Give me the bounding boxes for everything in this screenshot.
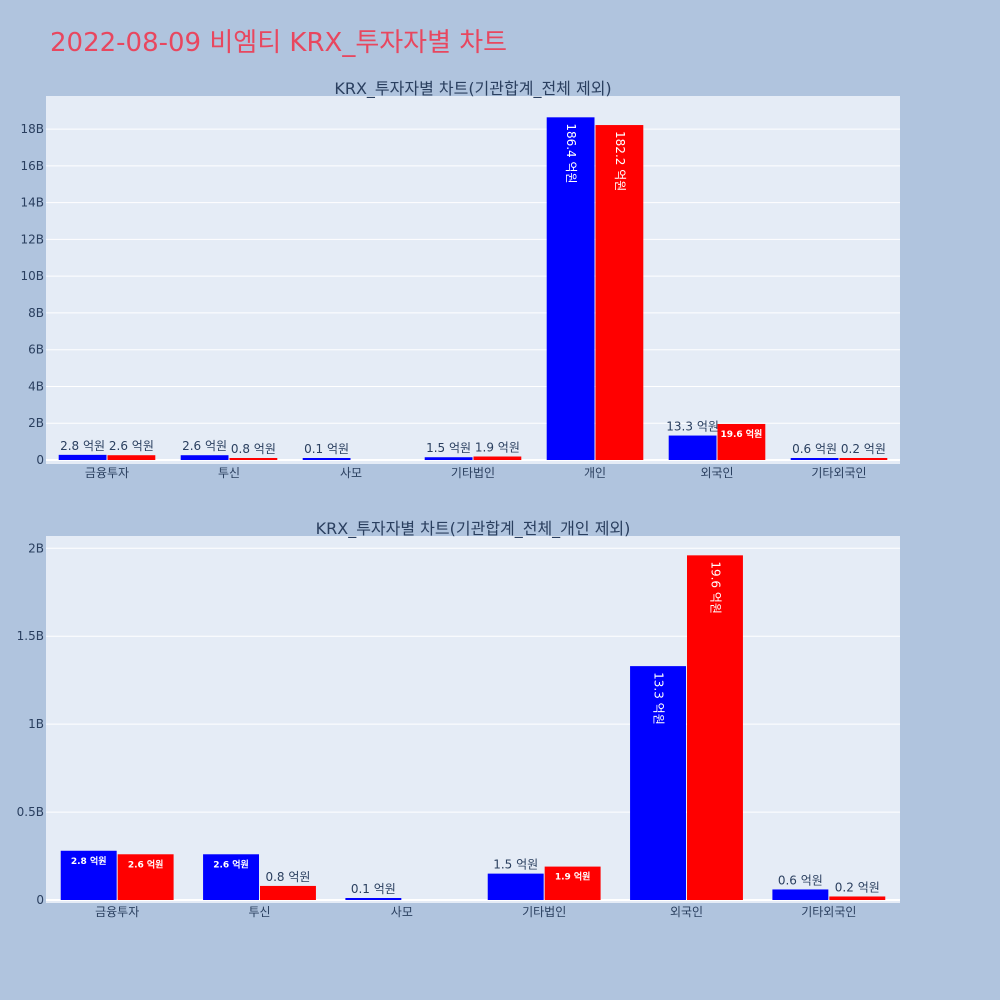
y-tick-label: 0 (36, 893, 44, 907)
bar (302, 458, 351, 460)
bar-value-label: 1.9 억원 (555, 871, 591, 883)
bar-value-label: 0.6 억원 (778, 873, 823, 887)
x-tick-label: 기타외국인 (811, 466, 866, 480)
y-tick-label: 16B (20, 159, 44, 173)
x-tick-label: 기타법인 (522, 905, 566, 919)
bar (546, 117, 595, 460)
bar (180, 455, 229, 460)
bar (117, 854, 174, 900)
bar-value-label: 0.1 억원 (351, 882, 396, 896)
y-tick-label: 8B (28, 306, 44, 320)
bar (260, 885, 316, 900)
chart-panel-2: 0 0.5B 1B 1.5B 2B KRX_투자자별 차트(기관합계_전체_개인 제외) 금… (17, 519, 900, 919)
bar (630, 666, 686, 900)
bar (60, 850, 117, 900)
x-tick-label: 기타외국인 (801, 905, 856, 919)
bar-value-label: 2.8 억원 (60, 439, 105, 453)
bar (668, 435, 717, 460)
x-tick-label: 개인 (584, 466, 606, 480)
bar-value-label: 2.6 억원 (109, 439, 154, 453)
x-tick-label: 사모 (391, 905, 413, 919)
bar (345, 898, 402, 900)
x-tick-label: 금융투자 (95, 905, 139, 919)
bar (424, 457, 473, 460)
bar-value-label: 0.2 억원 (835, 880, 880, 894)
x-tick-label: 외국인 (700, 466, 733, 480)
bar-value-label: 2.6 억원 (128, 858, 164, 870)
plot-area (46, 536, 900, 903)
bar-value-label: 13.3 억원 (666, 420, 719, 434)
bar-value-label: 1.5 억원 (493, 858, 538, 872)
bar (229, 458, 278, 460)
bar-value-label: 1.9 억원 (475, 441, 520, 455)
x-tick-label: 사모 (340, 466, 362, 480)
bar (687, 555, 743, 900)
bar-value-label: 13.3 억원 (652, 672, 666, 725)
y-tick-label: 2B (28, 541, 44, 555)
bar-value-label: 19.6 억원 (708, 561, 722, 614)
bar-value-label: 0.8 억원 (231, 442, 276, 456)
bar-value-label: 2.8 억원 (71, 855, 107, 867)
y-tick-label: 0.5B (17, 805, 44, 819)
y-tick-label: 1B (28, 717, 44, 731)
bar (772, 889, 829, 900)
page-title: 2022-08-09 비엠티 KRX_투자자별 차트 (50, 28, 508, 58)
y-tick-label: 6B (28, 343, 44, 357)
bar (544, 866, 601, 900)
y-tick-label: 2B (28, 416, 44, 430)
bar (473, 456, 522, 460)
x-tick-label: 투신 (218, 466, 240, 480)
bar-value-label: 0.6 억원 (792, 442, 837, 456)
y-tick-label: 4B (28, 379, 44, 393)
bar-value-label: 186.4 억원 (564, 123, 578, 183)
bar (595, 125, 644, 461)
chart-panel-1: 0 2B 4B 6B 8B 10B 12B 14B 16B 18B KRX_투자자별 차트(기관합계… (20, 79, 900, 480)
plot-area (46, 96, 900, 464)
bar (829, 896, 886, 900)
bar-value-label: 2.6 억원 (182, 439, 227, 453)
bar (717, 423, 766, 460)
y-tick-label: 18B (20, 122, 44, 136)
bar-value-label: 182.2 억원 (613, 131, 627, 191)
chart-title: KRX_투자자별 차트(기관합계_전체 제외) (334, 79, 611, 99)
bar-value-label: 19.6 억원 (720, 428, 762, 440)
bar (839, 458, 888, 460)
bar-value-label: 2.6 억원 (213, 858, 249, 870)
bar-value-label: 0.8 억원 (265, 870, 310, 884)
bar (107, 455, 156, 460)
y-tick-label: 14B (20, 196, 44, 210)
y-tick-label: 12B (20, 232, 44, 246)
y-tick-label: 0 (36, 453, 44, 467)
chart-title: KRX_투자자별 차트(기관합계_전체_개인 제외) (316, 519, 631, 539)
bar (790, 458, 839, 460)
y-tick-label: 1.5B (17, 629, 44, 643)
bar-value-label: 0.2 억원 (841, 442, 886, 456)
bar (58, 454, 107, 460)
bar (487, 873, 544, 900)
bar (203, 854, 259, 900)
bar-value-label: 1.5 억원 (426, 441, 471, 455)
x-tick-label: 투신 (248, 905, 270, 919)
x-tick-label: 기타법인 (451, 466, 495, 480)
y-tick-label: 10B (20, 269, 44, 283)
bar-value-label: 0.1 억원 (304, 442, 349, 456)
x-tick-label: 외국인 (670, 905, 703, 919)
x-tick-label: 금융투자 (85, 466, 129, 480)
